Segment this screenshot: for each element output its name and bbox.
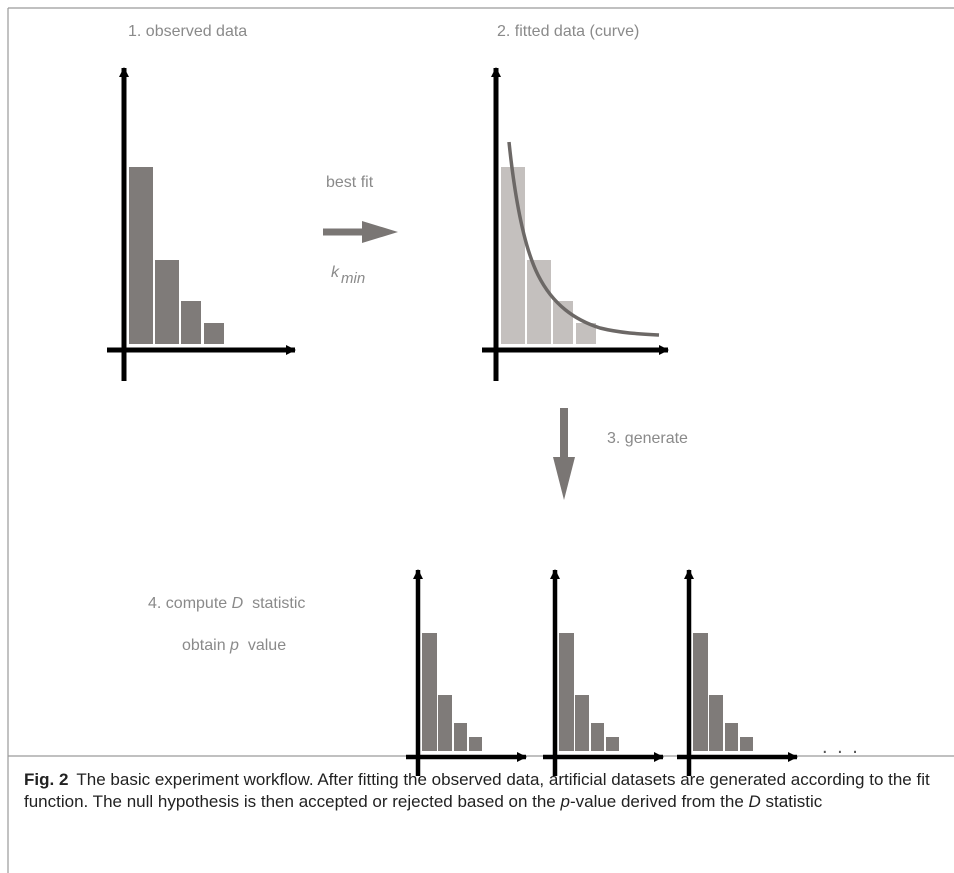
gen-b-bar-2 [575,695,589,751]
k-min-subscript: min [341,270,366,287]
best-fit-label: best fit [326,174,374,191]
observed-data-plot [107,67,296,381]
obtain-p-var: p [230,637,239,654]
generated-plot-b [543,569,664,776]
ellipsis: . . . [822,736,860,758]
gen-c-bar-4 [740,737,753,751]
gen-c-bar-2 [709,695,723,751]
gen-c-bar-1 [693,633,708,751]
gen-b-bar-4 [606,737,619,751]
fitted-bar-1 [501,167,525,344]
gen-b-bar-3 [591,723,604,751]
caption-text-2: -value derived from the [569,792,749,811]
gen-b-bar-1 [559,633,574,751]
step-2-label: 2. fitted data (curve) [497,23,640,40]
fitted-data-plot [482,67,669,381]
step-1-label: 1. observed data [128,23,248,40]
observed-bar-1 [129,167,153,344]
generated-plot-c [677,569,798,776]
obtain-post: value [238,637,287,654]
figure-number: Fig. 2 [24,770,69,789]
k-min-k: k [331,264,339,281]
figure-caption: Fig. 2 The basic experiment workflow. Aft… [24,769,944,813]
step-4-label: 4. compute D statistic [148,595,305,613]
gen-a-bar-2 [438,695,452,751]
k-min-label: k min [331,264,365,287]
obtain-p-label: obtain p value [182,637,286,655]
step-4-post: statistic [243,595,306,612]
caption-p-var: p [560,792,570,811]
gen-a-bar-4 [469,737,482,751]
observed-bar-2 [155,260,179,344]
fitted-bar-4 [576,323,596,344]
gen-a-bar-1 [422,633,437,751]
observed-bar-4 [204,323,224,344]
step-3-label: 3. generate [607,430,688,447]
caption-d-var: D [748,792,761,811]
gen-c-bar-3 [725,723,738,751]
fit-curve [507,141,660,337]
generated-plot-a [406,569,527,776]
obtain-pre: obtain [182,637,231,654]
best-fit-arrowhead [362,221,398,243]
gen-a-bar-3 [454,723,467,751]
observed-bar-3 [181,301,201,344]
caption-text-1: The basic experiment workflow. After fit… [24,770,930,811]
step-4-pre: 4. compute [148,595,232,612]
fitted-bar-2 [527,260,551,344]
step-4-d-var: D [231,595,244,612]
generate-arrowhead [553,457,575,500]
caption-text-3: statistic [760,792,823,811]
